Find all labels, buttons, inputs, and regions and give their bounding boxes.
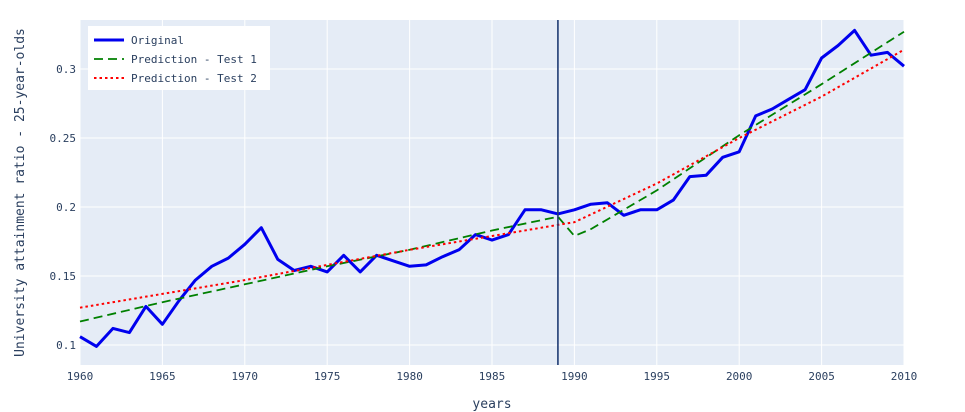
series-line-2[interactable] — [79, 30, 905, 323]
x-tick-label: 1970 — [232, 370, 259, 383]
x-tick-label: 2010 — [891, 370, 918, 383]
series-line-3[interactable] — [79, 48, 905, 309]
x-tick-label: 2005 — [808, 370, 835, 383]
legend-entry[interactable]: Original — [131, 34, 184, 47]
legend-entry[interactable]: Prediction - Test 2 — [131, 72, 257, 85]
x-axis-title: years — [472, 397, 511, 412]
x-tick-label: 1965 — [149, 370, 176, 383]
x-tick-label: 1990 — [561, 370, 588, 383]
legend-box — [88, 26, 270, 90]
x-tick-label: 2000 — [726, 370, 753, 383]
y-tick-label: 0.25 — [50, 132, 77, 145]
series-line-1[interactable] — [79, 28, 905, 348]
x-tick-label: 1975 — [314, 370, 341, 383]
y-axis-title: University attainment ratio - 25-year-ol… — [13, 28, 28, 357]
y-tick-label: 0.15 — [50, 270, 77, 283]
y-axis-ticks: 0.1 0.15 0.2 0.25 0.3 — [50, 63, 77, 352]
y-tick-label: 0.1 — [56, 339, 76, 352]
x-tick-label: 1995 — [644, 370, 671, 383]
legend-entry[interactable]: Prediction - Test 1 — [131, 53, 257, 66]
y-tick-label: 0.2 — [56, 201, 76, 214]
x-tick-label: 1980 — [396, 370, 423, 383]
y-tick-label: 0.3 — [56, 63, 76, 76]
x-axis-ticks: 1960 1965 1970 1975 1980 1985 1990 1995 2000 2005… — [67, 370, 918, 383]
x-tick-label: 1960 — [67, 370, 94, 383]
legend[interactable]: Original Prediction - Test 1 Prediction - … — [88, 26, 270, 90]
x-tick-label: 1985 — [479, 370, 506, 383]
series-layer — [79, 28, 905, 348]
